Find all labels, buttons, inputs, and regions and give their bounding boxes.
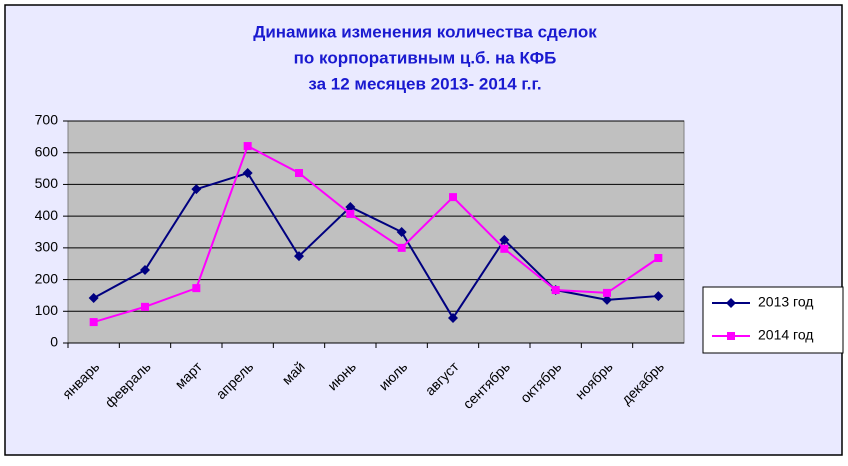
chart-title: за 12 месяцев 2013- 2014 г.г. [308, 74, 541, 93]
y-tick-label: 600 [35, 143, 59, 159]
point [294, 251, 304, 262]
point [726, 298, 736, 308]
point [653, 291, 664, 302]
point [346, 209, 355, 218]
point [602, 294, 612, 305]
point [88, 292, 99, 303]
chart-title: Динамика изменения количества сделок [253, 22, 597, 41]
y-tick-label: 500 [35, 175, 59, 191]
y-tick-label: 700 [35, 112, 59, 128]
series-line [93, 144, 659, 324]
series-line [93, 171, 659, 320]
point [141, 302, 149, 311]
point [449, 193, 457, 202]
legend-label: 2013 год [758, 294, 813, 310]
point [500, 244, 509, 253]
point [551, 286, 560, 295]
point [191, 184, 202, 195]
chart-title: по корпоративным ц.б. на КФБ [294, 48, 557, 67]
point [295, 169, 303, 178]
point [396, 227, 407, 237]
point [397, 243, 406, 252]
point [243, 142, 252, 151]
point [448, 312, 458, 323]
y-tick-label: 300 [35, 239, 59, 255]
point [603, 288, 611, 297]
point [654, 254, 663, 263]
point [140, 265, 150, 276]
y-tick-label: 400 [35, 207, 59, 223]
point [242, 168, 253, 179]
legend-label: 2014 год [758, 327, 813, 343]
y-tick-label: 100 [35, 302, 59, 318]
point [89, 318, 98, 327]
y-tick-label: 0 [50, 334, 58, 350]
point [499, 234, 510, 245]
legend-box [702, 286, 844, 354]
point [345, 201, 356, 212]
point [727, 332, 735, 340]
y-tick-label: 200 [35, 270, 59, 286]
point [192, 284, 201, 293]
